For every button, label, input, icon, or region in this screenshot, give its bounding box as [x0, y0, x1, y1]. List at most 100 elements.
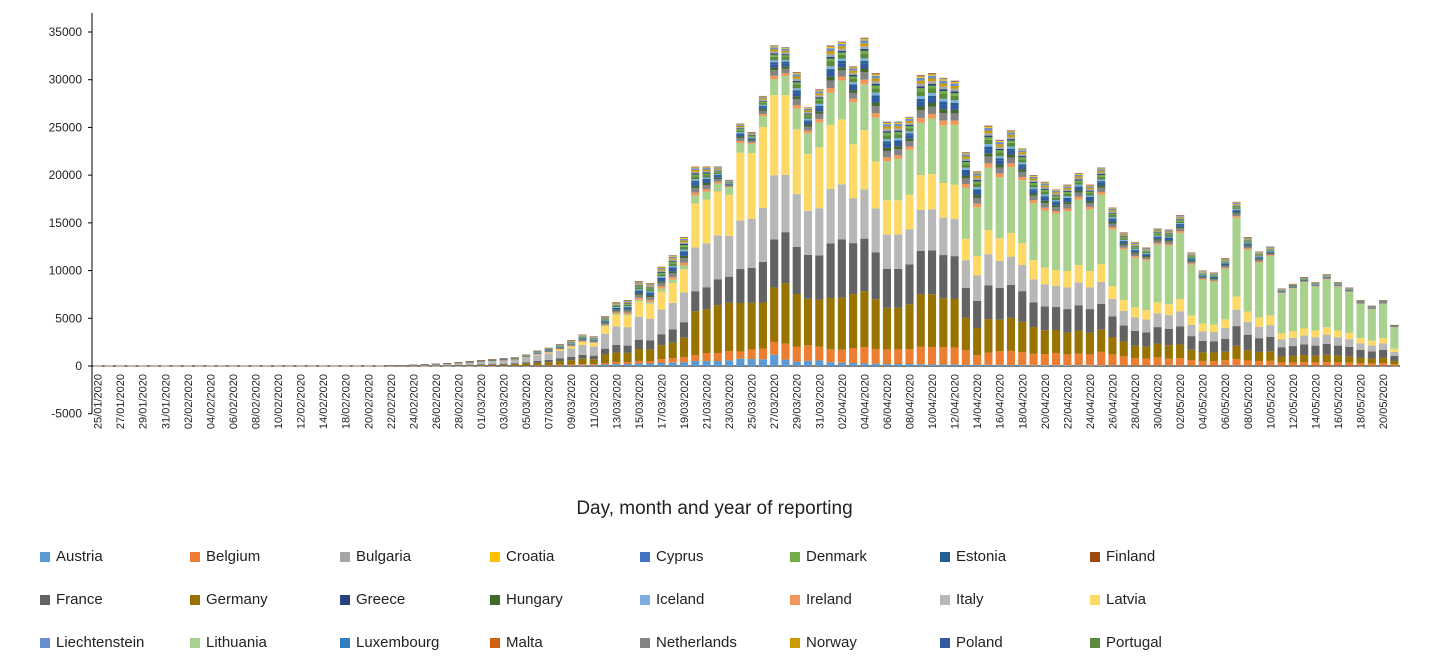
bar-segment [1266, 250, 1275, 252]
bar-segment [984, 144, 993, 147]
bar-segment [668, 256, 677, 259]
bar-segment [1232, 208, 1241, 210]
bar-segment [1097, 194, 1106, 265]
bar-segment [803, 126, 813, 131]
bar-segment [1176, 225, 1185, 227]
bar-segment [758, 208, 767, 263]
bar-segment [1176, 219, 1185, 221]
bar-segment [1063, 208, 1072, 212]
bar-segment [702, 353, 711, 362]
bar-segment [567, 365, 576, 366]
bar-segment [600, 319, 610, 321]
bar-segment [476, 365, 486, 366]
bar-segment [657, 271, 666, 273]
bar-segment [1074, 196, 1083, 200]
bar-segment [860, 46, 869, 49]
legend-swatch [790, 594, 800, 605]
bar-segment [1176, 222, 1185, 225]
bar-segment [882, 364, 892, 366]
bar-segment [1243, 237, 1252, 239]
bar-segment [1119, 356, 1128, 366]
bar-segment [1153, 327, 1162, 344]
bar-segment [1097, 187, 1106, 192]
bar-segment [871, 85, 880, 89]
bar-segment [1063, 191, 1072, 193]
bar-segment [691, 176, 700, 180]
bar-segment [939, 109, 948, 113]
bar-segment [792, 92, 801, 97]
bar-segment [927, 93, 937, 96]
bar-segment [713, 172, 722, 175]
y-tick-label: 10000 [49, 264, 83, 278]
bar-segment [758, 302, 767, 349]
bar-segment [679, 249, 689, 252]
bar-segment [961, 287, 970, 318]
bar-segment [623, 310, 632, 313]
bar-segment [939, 91, 948, 94]
bar-segment [736, 143, 745, 153]
bar-segment [578, 341, 587, 345]
bar-segment [567, 364, 576, 366]
bar-segment [1198, 273, 1207, 275]
x-tick-label: 31/01/2020 [160, 374, 172, 429]
bar-segment [894, 200, 903, 235]
bar-segment [713, 167, 722, 168]
bar-segment [1142, 249, 1151, 251]
bar-segment [1153, 233, 1162, 235]
bar-segment [1006, 139, 1016, 141]
bar-segment [1018, 365, 1027, 366]
legend-swatch [640, 637, 650, 648]
bar-segment [691, 173, 700, 175]
bar-segment [1130, 257, 1140, 308]
legend-swatch [40, 637, 50, 648]
bar-segment [1108, 211, 1117, 213]
bar-segment [1266, 255, 1275, 316]
legend-label: France [56, 591, 103, 608]
bar-segment [792, 78, 801, 81]
bar-segment [1254, 351, 1264, 362]
bar-segment [646, 293, 655, 296]
bar-segment [1085, 200, 1094, 203]
bar-segment [984, 146, 993, 150]
bar-segment [623, 303, 632, 305]
x-tick-label: 08/02/2020 [251, 374, 263, 429]
bar-segment [702, 169, 711, 172]
bar-segment [837, 67, 846, 71]
bar-segment [927, 103, 937, 107]
bar-segment [894, 146, 903, 150]
bar-segment [1018, 352, 1027, 366]
bar-segment [725, 184, 734, 185]
bar-segment [961, 175, 970, 179]
bar-segment [950, 93, 959, 96]
bar-segment [1040, 200, 1049, 204]
bar-segment [1063, 197, 1072, 200]
bar-segment [882, 128, 892, 132]
bar-segment [939, 347, 948, 365]
x-tick-label: 02/05/2020 [1175, 374, 1187, 429]
bar-segment [815, 113, 824, 120]
bar-segment [1254, 252, 1264, 254]
bar-segment [1345, 332, 1354, 340]
bar-segment [927, 78, 937, 82]
legend-item: Liechtenstein [40, 634, 144, 651]
bar-segment [995, 142, 1004, 145]
bar-segment [747, 349, 756, 359]
x-tick-label: 20/02/2020 [363, 374, 375, 429]
bar-segment [961, 164, 970, 168]
bar-segment [1074, 264, 1083, 283]
bar-segment [837, 239, 846, 298]
bar-segment [1108, 208, 1117, 211]
bar-segment [725, 182, 734, 184]
bar-segment [849, 68, 858, 71]
bar-segment [905, 149, 914, 195]
bar-segment [1232, 345, 1241, 359]
bar-segment [792, 346, 801, 362]
bar-segment [1018, 162, 1027, 165]
bar-segment [691, 192, 700, 196]
bar-segment [1232, 203, 1241, 205]
legend-label: Ireland [806, 591, 852, 608]
bar-segment [950, 91, 959, 94]
bar-segment [950, 83, 959, 86]
bar-segment [1052, 190, 1061, 193]
bar-segment [1221, 338, 1230, 352]
